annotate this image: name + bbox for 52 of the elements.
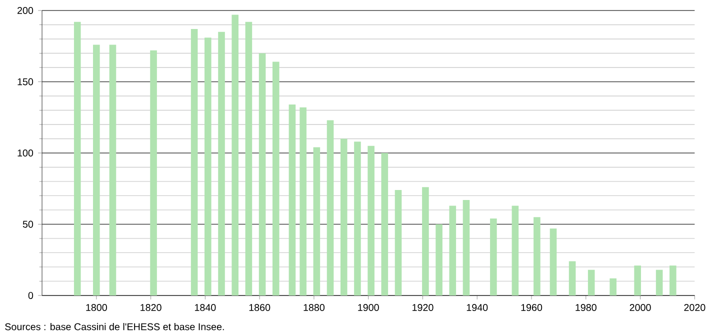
bar	[656, 270, 663, 296]
bar	[610, 278, 616, 296]
x-tick-label: 1820	[140, 304, 162, 312]
bar	[381, 153, 388, 296]
bar	[534, 217, 540, 296]
bar	[93, 44, 100, 296]
bar	[394, 190, 402, 296]
x-tick-label: 1860	[249, 304, 270, 312]
bar	[272, 62, 280, 296]
bar	[436, 224, 442, 296]
bar	[288, 104, 296, 296]
bar	[368, 146, 374, 296]
x-tick-label: 1920	[412, 304, 434, 312]
source-note: Sources : base Cassini de l'EHESS et base Insee.	[5, 323, 224, 330]
bar	[258, 53, 266, 296]
bar	[245, 22, 252, 296]
x-tick-label: 1960	[521, 304, 542, 312]
x-tick-label: 1880	[304, 304, 325, 312]
y-tick-label: 0	[28, 292, 34, 300]
y-tick-label: 100	[18, 150, 34, 157]
bar	[340, 138, 348, 296]
bar	[74, 22, 81, 296]
bar	[568, 261, 576, 296]
x-tick-label: 1940	[466, 304, 488, 312]
x-tick-label: 1840	[194, 304, 216, 312]
y-tick-label: 150	[18, 78, 34, 86]
bar	[190, 29, 198, 296]
y-tick-label: 50	[22, 220, 34, 228]
bar	[218, 32, 225, 296]
bar	[634, 266, 641, 296]
bar	[354, 142, 361, 296]
x-tick-label: 2000	[630, 304, 651, 312]
x-tick-label: 1900	[358, 304, 379, 312]
bar	[300, 107, 306, 296]
bar	[313, 147, 320, 296]
bar	[109, 44, 116, 296]
bar	[449, 206, 456, 296]
bar	[326, 120, 334, 296]
bar	[204, 38, 212, 296]
bar	[588, 270, 595, 296]
y-tick-label: 200	[18, 7, 34, 14]
x-tick-label: 2020	[684, 304, 706, 312]
bar	[150, 50, 157, 296]
bar	[512, 206, 519, 296]
bar	[462, 200, 470, 296]
bar	[670, 266, 676, 296]
bar	[232, 14, 239, 296]
bar	[490, 218, 497, 296]
x-tick-label: 1800	[86, 304, 107, 312]
x-tick-label: 1980	[576, 304, 596, 312]
bar	[550, 228, 557, 296]
bar	[422, 187, 429, 296]
